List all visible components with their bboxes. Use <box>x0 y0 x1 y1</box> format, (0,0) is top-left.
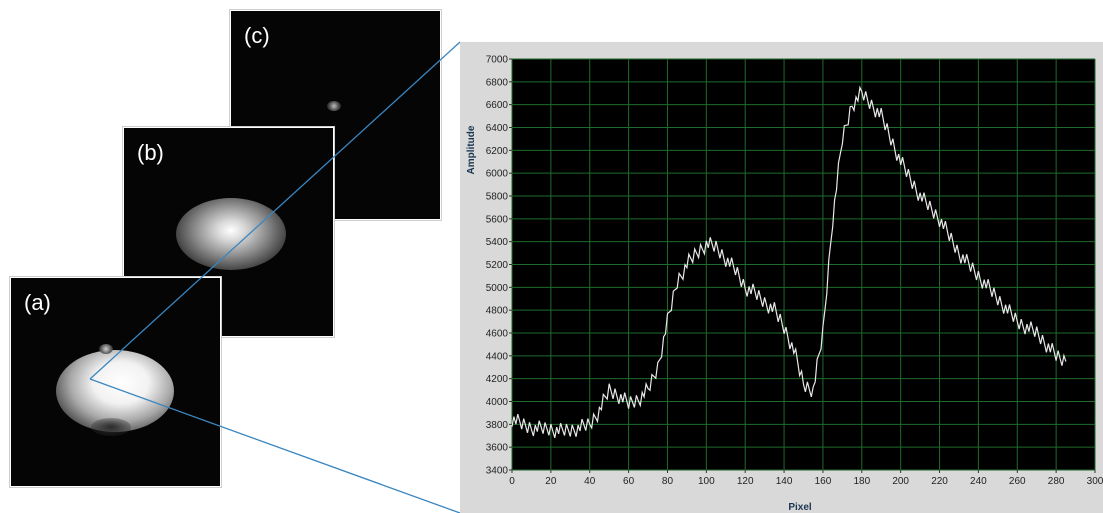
y-tick-label: 4400 <box>486 351 509 362</box>
spot-a-tip <box>99 344 113 354</box>
spot-b <box>176 198 286 270</box>
x-tick-label: 260 <box>1009 476 1026 487</box>
y-tick-label: 6200 <box>486 146 509 157</box>
grid <box>511 58 1096 471</box>
y-tick-label: 4800 <box>486 306 509 317</box>
x-tick-label: 180 <box>853 476 870 487</box>
y-tick-label: 3600 <box>486 443 509 454</box>
y-tick-label: 4000 <box>486 397 509 408</box>
y-tick-label: 3800 <box>486 420 509 431</box>
amplitude-chart: 0 20 40 60 80 100 120 140 160 180 200 220 240 260 280 3… <box>466 55 1103 513</box>
y-tick-label: 5000 <box>486 283 509 294</box>
spot-c <box>327 101 341 111</box>
y-tick-label: 5400 <box>486 237 509 248</box>
x-tick-label: 160 <box>815 476 832 487</box>
y-tick-label: 5600 <box>486 214 509 225</box>
y-tick-label: 6400 <box>486 123 509 134</box>
y-tick-label: 6000 <box>486 169 509 180</box>
x-tick-label: 60 <box>623 476 635 487</box>
y-tick-label: 6600 <box>486 100 509 111</box>
x-tick-label: 100 <box>698 476 715 487</box>
x-tick-label: 140 <box>776 476 793 487</box>
y-tick-label: 4600 <box>486 329 509 340</box>
chart-panel: 0 20 40 60 80 100 120 140 160 180 200 220 240 260 280 3… <box>460 42 1103 513</box>
image-panel-a: (a) <box>10 277 221 487</box>
x-tick-label: 80 <box>662 476 674 487</box>
x-tick-label: 120 <box>737 476 754 487</box>
x-tick-label: 280 <box>1048 476 1065 487</box>
y-tick-label: 3400 <box>486 466 509 477</box>
y-axis-ticks: 3400 3600 3800 4000 4200 4400 4600 4800 5000 5200… <box>486 55 512 477</box>
panel-label-c: (c) <box>244 23 270 48</box>
y-axis-title: Amplitude <box>466 125 477 174</box>
x-tick-label: 40 <box>584 476 596 487</box>
y-tick-label: 6800 <box>486 77 509 88</box>
x-tick-label: 300 <box>1087 476 1103 487</box>
x-tick-label: 200 <box>892 476 909 487</box>
y-tick-label: 5800 <box>486 192 509 203</box>
x-tick-label: 0 <box>509 476 515 487</box>
series-line-amplitude <box>511 85 1067 438</box>
y-tick-label: 7000 <box>486 55 509 66</box>
y-tick-label: 5200 <box>486 260 509 271</box>
x-axis-title: Pixel <box>788 502 812 513</box>
x-tick-label: 240 <box>970 476 987 487</box>
panel-label-b: (b) <box>137 140 164 165</box>
panel-label-a: (a) <box>24 290 51 315</box>
x-axis-ticks: 0 20 40 60 80 100 120 140 160 180 200 220 240 260 280 3… <box>509 470 1103 487</box>
x-tick-label: 220 <box>931 476 948 487</box>
y-tick-label: 4200 <box>486 374 509 385</box>
spot-a-faint <box>91 418 131 436</box>
x-tick-label: 20 <box>545 476 557 487</box>
